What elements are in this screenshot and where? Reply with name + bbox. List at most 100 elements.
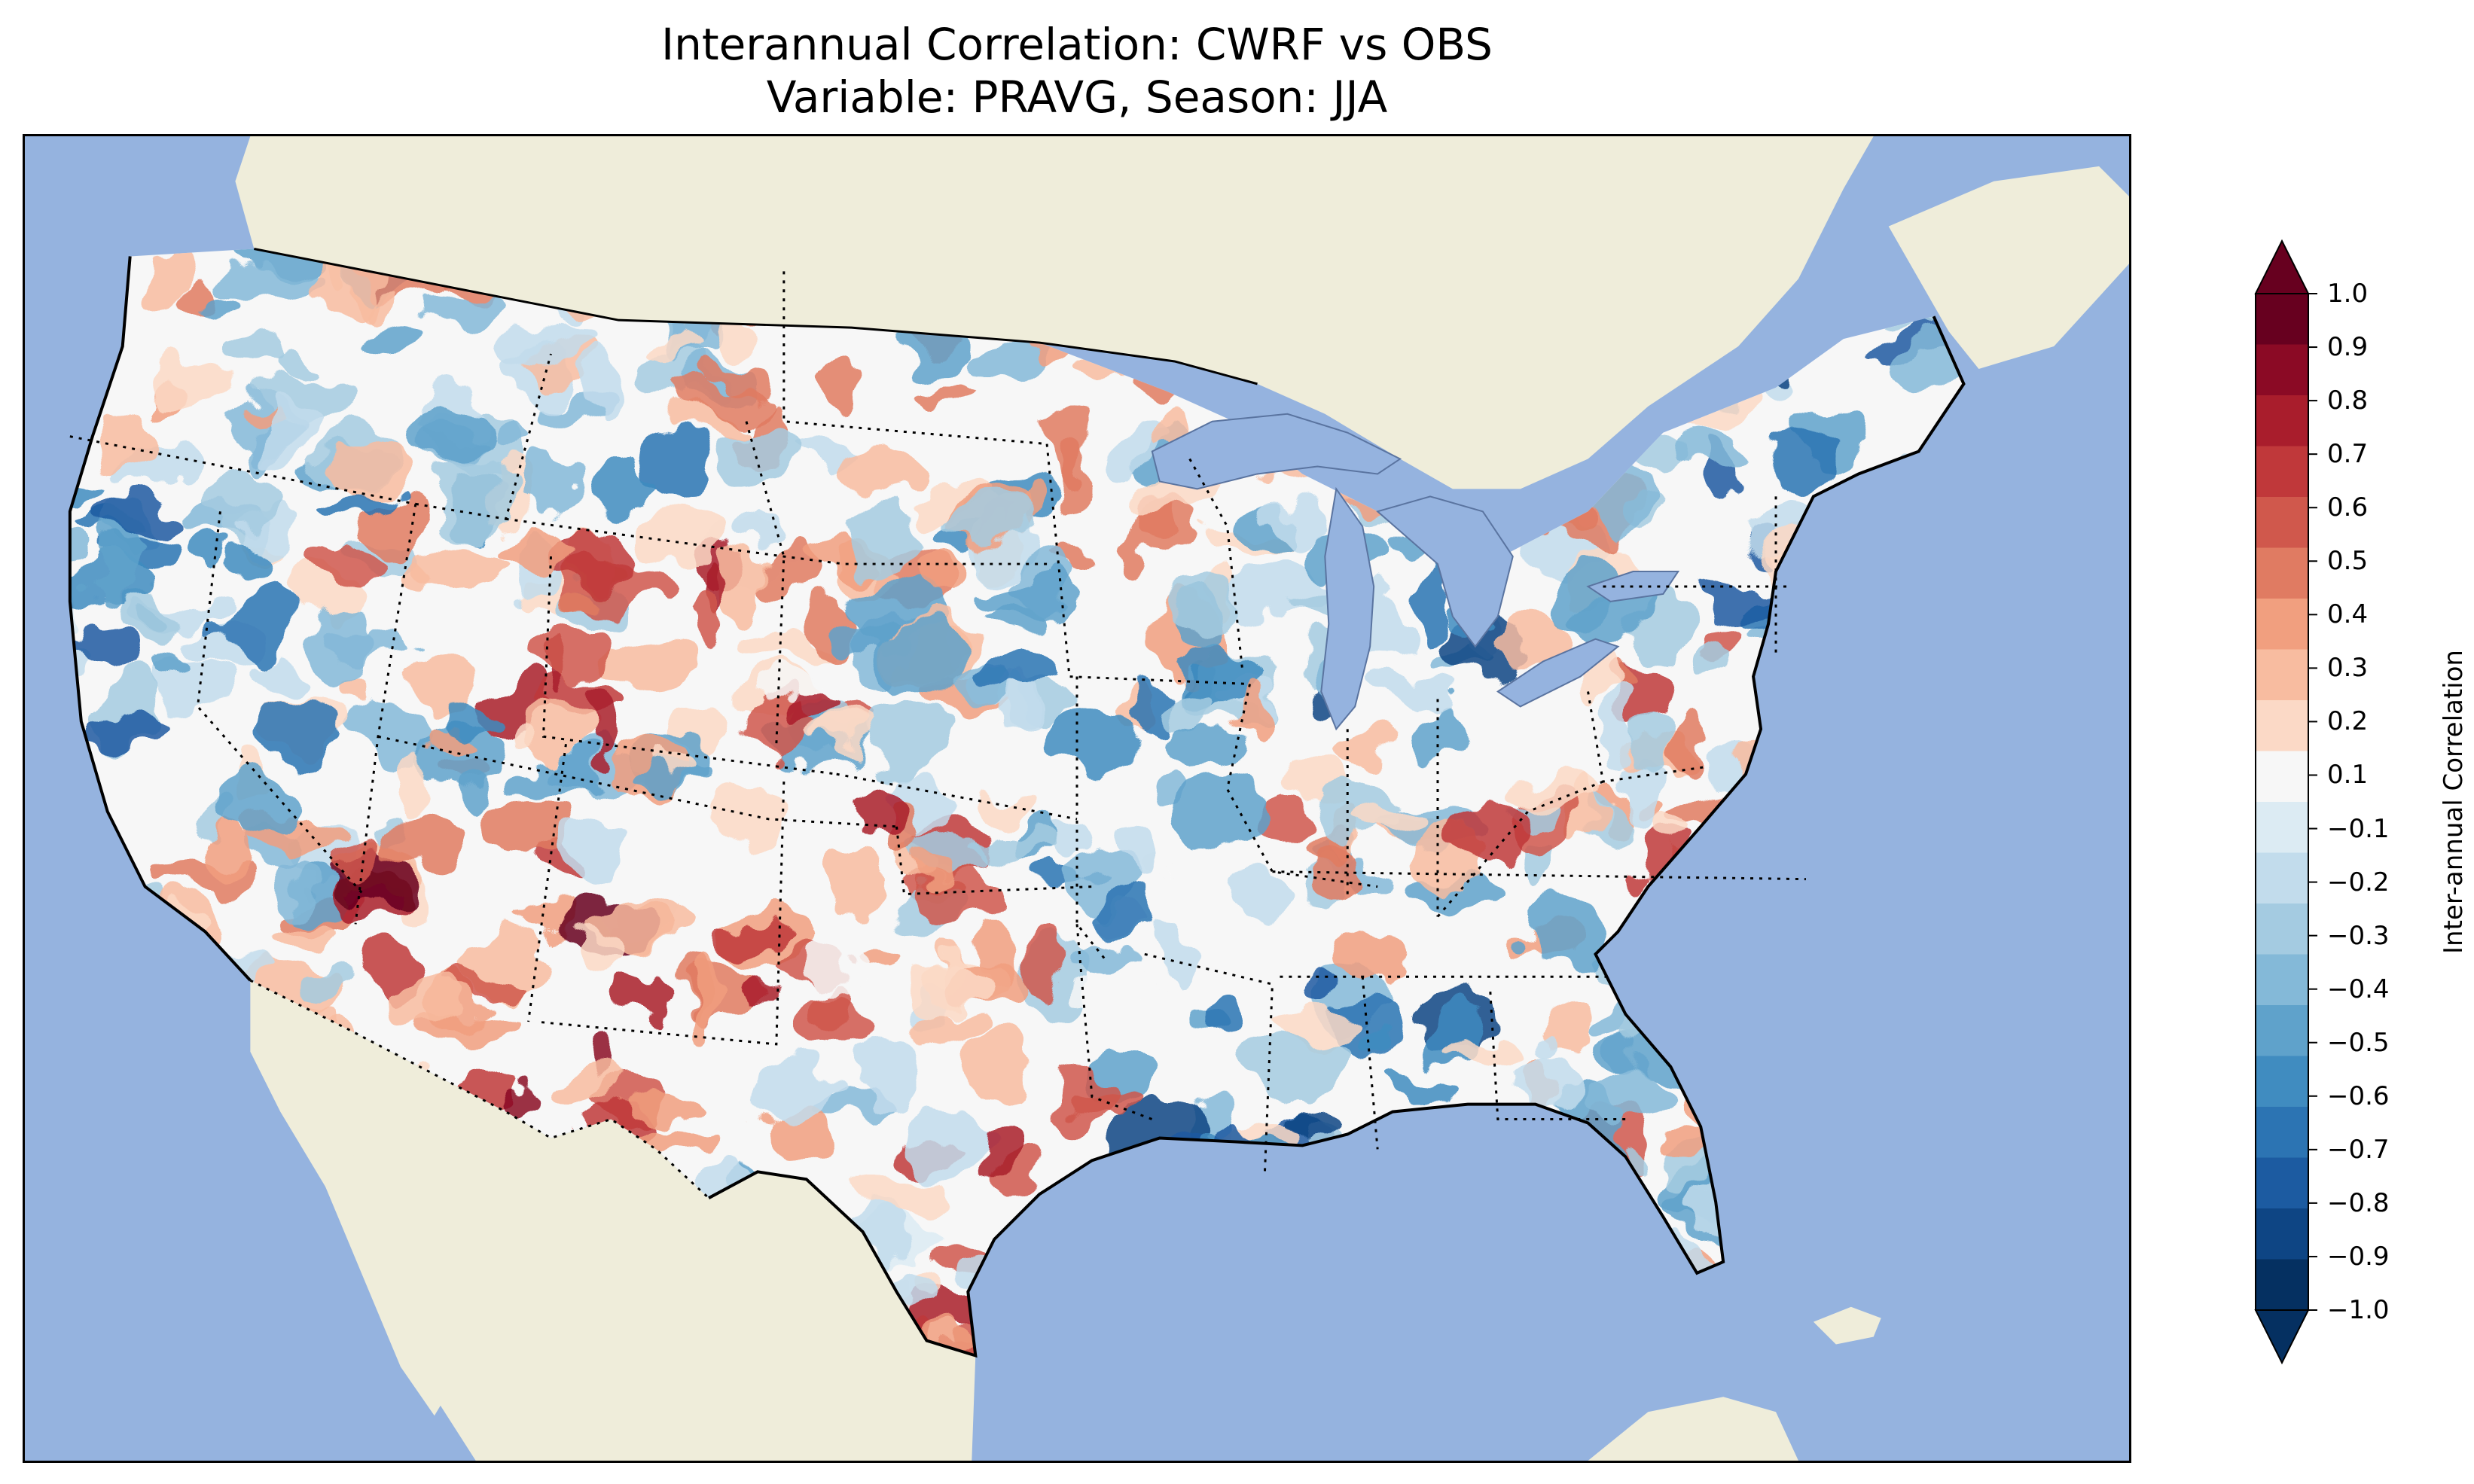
correlation-patch: [1355, 806, 1426, 834]
correlation-patch: [1205, 986, 1254, 1044]
correlation-patch: [1312, 840, 1364, 901]
correlation-patch: [119, 582, 192, 644]
correlation-patch: [290, 955, 354, 988]
colorbar-bin: [2256, 1005, 2308, 1056]
correlation-patch: [802, 936, 862, 997]
correlation-patch: [1086, 888, 1168, 939]
correlation-patch: [1603, 693, 1641, 765]
state-borders: [69, 271, 1806, 1172]
correlation-patch: [239, 661, 297, 690]
colorbar-graphic: [2254, 239, 2317, 1365]
correlation-patch: [821, 367, 852, 406]
correlation-patch: [911, 1106, 990, 1178]
correlation-patch: [712, 917, 783, 960]
correlation-patch: [508, 1075, 551, 1111]
colorbar-tick-label: −0.6: [2327, 1080, 2390, 1111]
correlation-patch: [1134, 687, 1182, 735]
correlation-patch: [969, 334, 1047, 380]
correlation-patch: [1374, 1074, 1448, 1099]
correlation-patch: [335, 840, 388, 882]
correlation-patch: [323, 492, 395, 515]
colorbar-bin: [2256, 446, 2308, 498]
lake-superior: [1151, 413, 1402, 490]
map-panel: [23, 134, 2131, 1463]
correlation-patch: [581, 687, 614, 762]
correlation-patch: [721, 547, 775, 619]
correlation-patch: [922, 855, 960, 882]
correlation-patch: [330, 434, 414, 496]
correlation-patch: [360, 295, 396, 320]
colorbar-bin: [2256, 1107, 2308, 1158]
correlation-patch: [1078, 975, 1167, 1004]
correlation-patch: [929, 383, 981, 405]
correlation-patch: [581, 354, 609, 425]
correlation-patch: [569, 585, 599, 610]
colorbar-bin: [2256, 751, 2308, 803]
correlation-patch: [1699, 647, 1733, 673]
correlation-patch: [529, 631, 617, 684]
correlation-patch: [528, 704, 587, 760]
correlation-patch: [393, 753, 430, 819]
correlation-patch: [654, 750, 694, 775]
correlation-patch: [813, 724, 857, 747]
correlation-patch: [516, 443, 583, 515]
correlation-patch: [557, 819, 629, 877]
colorbar-bin: [2256, 344, 2308, 396]
correlation-patch: [465, 776, 502, 809]
correlation-patch: [1049, 419, 1084, 489]
correlation-patch: [511, 727, 544, 751]
correlation-patch: [1593, 478, 1649, 542]
colorbar-bin: [2256, 395, 2308, 446]
correlation-patch: [740, 513, 782, 542]
correlation-patch: [217, 266, 311, 298]
correlation-patch: [415, 541, 505, 593]
correlation-patch: [314, 551, 380, 581]
correlation-patch: [1454, 1034, 1527, 1062]
correlation-patch: [1238, 873, 1298, 922]
correlation-patch: [293, 343, 325, 371]
correlation-patch: [91, 501, 179, 537]
correlation-patch: [837, 446, 914, 498]
correlation-patch: [627, 1099, 718, 1126]
chart-subtitle: Variable: PRAVG, Season: JJA: [766, 72, 1388, 123]
correlation-patch: [574, 925, 624, 981]
correlation-patch: [1054, 715, 1145, 771]
correlation-patch: [1652, 807, 1697, 847]
correlation-patch: [496, 528, 581, 568]
correlation-patch: [352, 326, 430, 351]
correlation-patch: [1282, 1105, 1350, 1135]
colorbar-bin: [2256, 497, 2308, 548]
correlation-patch: [426, 296, 494, 328]
correlation-patch: [383, 819, 462, 862]
chart-title: Interannual Correlation: CWRF vs OBS: [660, 19, 1493, 70]
correlation-patch: [946, 498, 1040, 544]
correlation-patch: [1446, 799, 1533, 870]
colorbar-bin: [2256, 649, 2308, 701]
colorbar-bin: [2256, 802, 2308, 853]
correlation-patch: [1350, 1036, 1396, 1061]
correlation-patch: [1257, 788, 1307, 852]
correlation-patch: [849, 1038, 928, 1110]
correlation-patch: [1667, 422, 1755, 471]
mexico-land: [250, 980, 976, 1461]
correlation-patch: [492, 790, 577, 862]
correlation-patch: [218, 776, 300, 838]
canada-land: [235, 136, 1874, 489]
correlation-patch: [1764, 441, 1844, 487]
lake-erie: [1496, 638, 1620, 708]
correlation-patch: [916, 554, 969, 601]
correlation-patch: [146, 654, 198, 682]
correlation-patch: [1402, 879, 1493, 910]
correlation-patch: [962, 1032, 1026, 1092]
correlation-patch: [1004, 672, 1048, 739]
correlation-patch: [377, 973, 465, 1031]
correlation-patch: [314, 613, 382, 678]
correlation-patch: [969, 831, 1055, 855]
correlation-patch: [1296, 979, 1342, 1007]
correlation-patch: [1891, 340, 1961, 397]
correlation-patch: [628, 426, 709, 498]
correlation-patch: [1329, 934, 1414, 982]
correlation-patch: [443, 701, 495, 735]
correlation-patch: [479, 420, 528, 442]
correlation-patch: [215, 325, 300, 365]
